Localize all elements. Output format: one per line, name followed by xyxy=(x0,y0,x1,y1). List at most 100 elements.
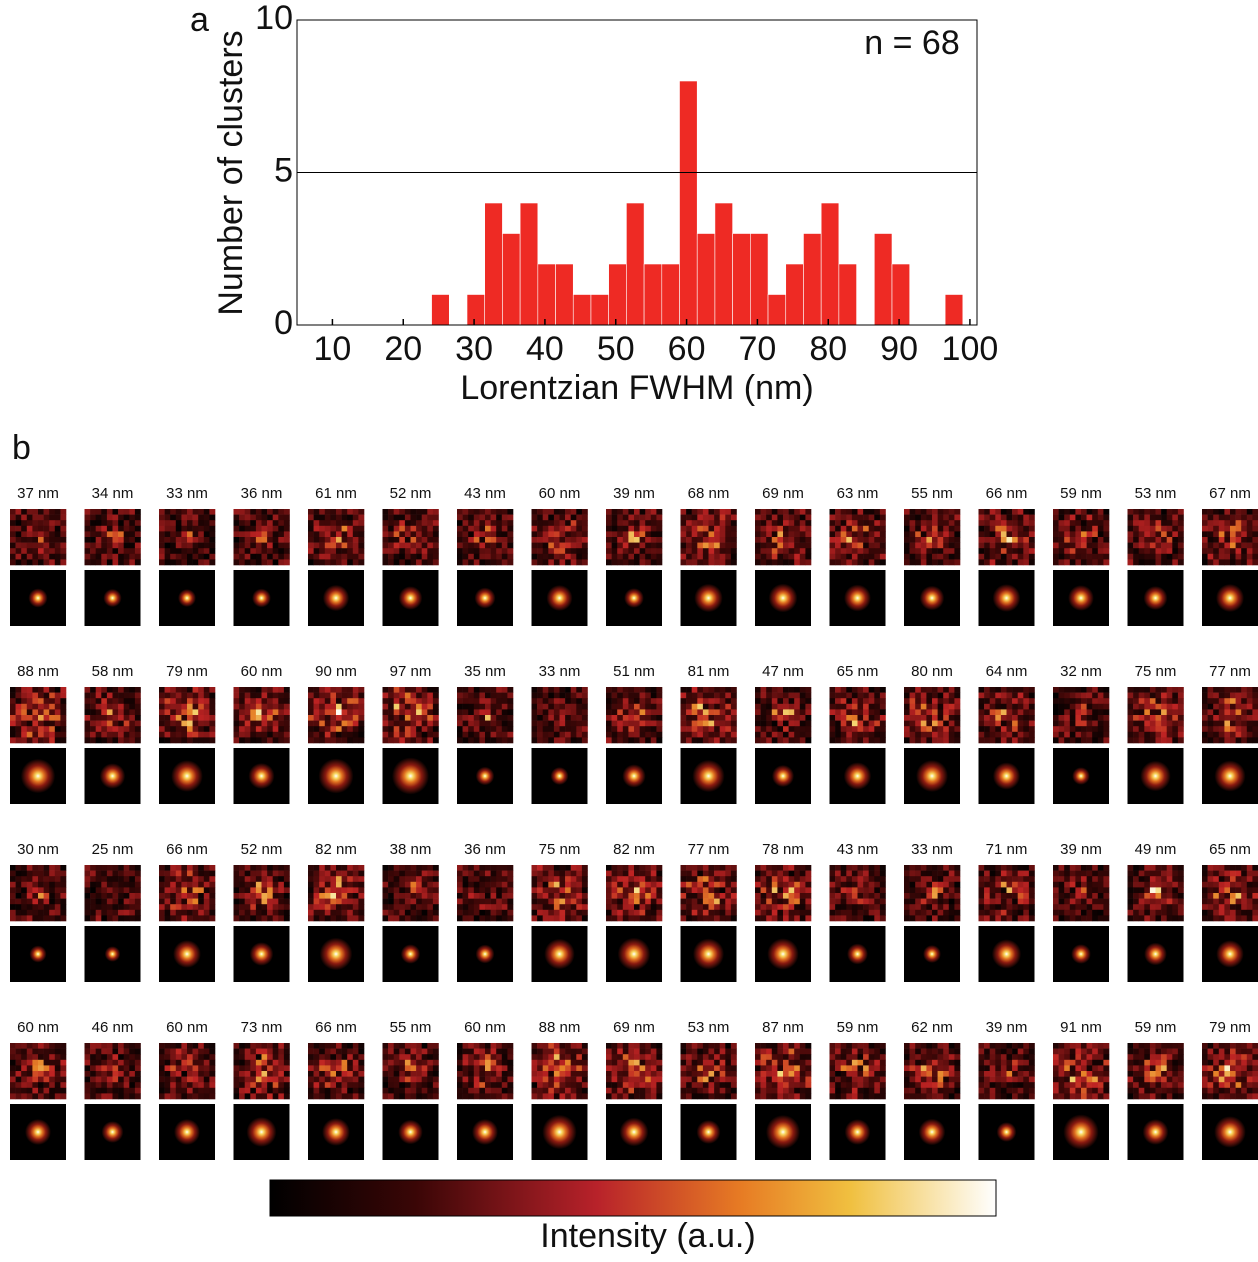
pixel xyxy=(159,726,165,732)
pixel xyxy=(874,687,880,693)
pixel xyxy=(342,871,348,877)
pixel xyxy=(427,531,433,537)
pixel xyxy=(491,509,497,515)
pixel xyxy=(507,865,513,871)
pixel xyxy=(606,548,612,554)
pixel xyxy=(262,721,268,727)
pixel xyxy=(1150,559,1156,565)
pixel xyxy=(399,721,405,727)
pixel xyxy=(1172,520,1178,526)
pixel xyxy=(761,531,767,537)
pixel xyxy=(954,693,960,699)
pixel xyxy=(709,559,715,565)
pixel xyxy=(38,693,44,699)
pixel xyxy=(772,537,778,543)
pixel xyxy=(692,910,698,916)
pixel xyxy=(245,515,251,521)
pixel xyxy=(910,737,916,743)
pixel xyxy=(463,543,469,549)
image-label: 34 nm xyxy=(92,485,134,502)
pixel xyxy=(938,543,944,549)
pixel xyxy=(1081,715,1087,721)
pixel xyxy=(863,726,869,732)
pixel xyxy=(273,548,279,554)
pixel xyxy=(245,865,251,871)
pixel xyxy=(874,871,880,877)
pixel xyxy=(491,520,497,526)
pixel xyxy=(628,687,634,693)
pixel xyxy=(789,887,795,893)
pixel xyxy=(571,537,577,543)
pixel xyxy=(16,509,22,515)
pixel xyxy=(256,737,262,743)
pixel xyxy=(479,520,485,526)
pixel xyxy=(606,899,612,905)
pixel xyxy=(457,887,463,893)
pixel xyxy=(319,893,325,899)
pixel xyxy=(85,709,91,715)
pixel xyxy=(548,737,554,743)
pixel xyxy=(543,515,549,521)
raw-image xyxy=(830,865,886,921)
pixel xyxy=(1252,715,1258,721)
pixel xyxy=(576,887,582,893)
pixel xyxy=(204,693,210,699)
pixel xyxy=(468,559,474,565)
pixel xyxy=(463,910,469,916)
pixel xyxy=(990,721,996,727)
pixel xyxy=(576,865,582,871)
pixel xyxy=(777,531,783,537)
pixel xyxy=(330,715,336,721)
pixel xyxy=(800,887,806,893)
pixel xyxy=(319,554,325,560)
pixel xyxy=(766,915,772,921)
pixel xyxy=(27,737,33,743)
pixel xyxy=(416,882,422,888)
pixel xyxy=(612,559,618,565)
pixel xyxy=(1087,559,1093,565)
pixel xyxy=(725,871,731,877)
pixel xyxy=(44,704,50,710)
pixel xyxy=(697,526,703,532)
pixel xyxy=(250,715,256,721)
pixel xyxy=(176,543,182,549)
pixel xyxy=(10,526,16,532)
pixel xyxy=(571,554,577,560)
pixel xyxy=(124,887,130,893)
pixel xyxy=(416,526,422,532)
pixel xyxy=(656,520,662,526)
pixel xyxy=(560,876,566,882)
pixel xyxy=(32,899,38,905)
pixel xyxy=(1224,709,1230,715)
pixel xyxy=(234,893,240,899)
pixel xyxy=(548,865,554,871)
pixel xyxy=(1236,559,1242,565)
pixel xyxy=(777,548,783,554)
pixel xyxy=(1001,693,1007,699)
pixel xyxy=(954,865,960,871)
pixel xyxy=(479,531,485,537)
pixel xyxy=(1156,715,1162,721)
pixel xyxy=(943,882,949,888)
pixel xyxy=(1224,732,1230,738)
pixel xyxy=(576,899,582,905)
pixel xyxy=(463,882,469,888)
pixel xyxy=(766,537,772,543)
pixel xyxy=(176,882,182,888)
pixel xyxy=(16,687,22,693)
pixel xyxy=(96,910,102,916)
pixel xyxy=(507,904,513,910)
pixel xyxy=(560,509,566,515)
pixel xyxy=(852,865,858,871)
pixel xyxy=(1133,520,1139,526)
pixel xyxy=(1230,726,1236,732)
pixel xyxy=(582,882,588,888)
pixel xyxy=(560,715,566,721)
pixel xyxy=(60,704,66,710)
pixel xyxy=(27,726,33,732)
pixel xyxy=(606,904,612,910)
image-label: 90 nm xyxy=(315,663,357,680)
pixel xyxy=(606,526,612,532)
pixel xyxy=(1230,509,1236,515)
pixel xyxy=(755,520,761,526)
